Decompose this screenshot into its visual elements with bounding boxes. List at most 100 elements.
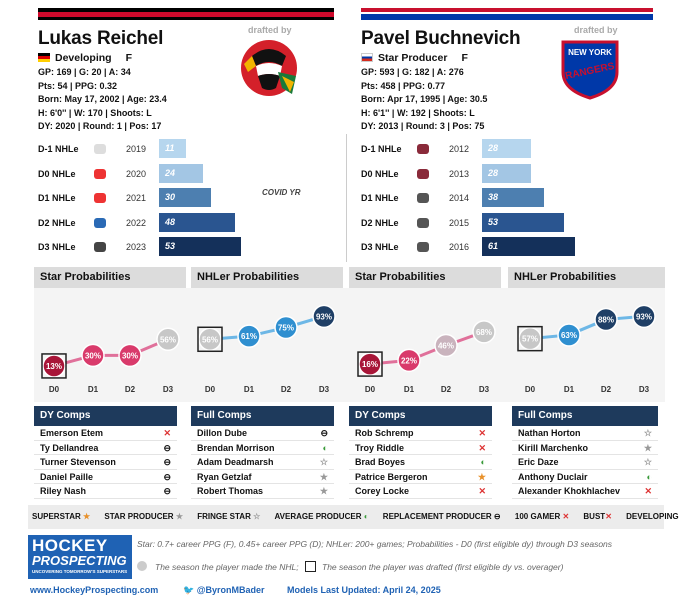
nhle-bar: 53: [482, 212, 565, 232]
prob-x-label: D0: [49, 385, 60, 394]
comp-row: Anthony Duclair ◐: [512, 470, 658, 484]
nhle-row: D2 NHLe 2022 48: [38, 212, 338, 234]
nhle-row: D-1 NHLe 2019 11: [38, 138, 338, 160]
nhle-year: 2014: [449, 193, 470, 203]
nhle-season-label: D-1 NHLe: [38, 144, 79, 154]
left-stats: GP: 169 | G: 20 | A: 34 Pts: 54 | PPG: 0.…: [38, 67, 167, 131]
comp-player-name: Ty Dellandrea: [40, 442, 99, 453]
nhle-year: 2013: [449, 168, 470, 179]
center-divider: [346, 134, 347, 262]
nhle-bar: 28: [482, 139, 532, 158]
legend-replacement-producer: REPLACEMENT PRODUCER ⊖: [382, 512, 501, 521]
right-dy-comps-title: DY Comps: [349, 406, 492, 426]
nhle-season-label: D2 NHLe: [38, 217, 76, 228]
prob-point: [434, 333, 458, 358]
prob-point: [518, 326, 542, 351]
prob-x-label: D3: [163, 385, 174, 394]
comp-row: Alexander Khokhlachev ✕: [512, 484, 658, 499]
nhle-bar: 30: [159, 188, 211, 207]
archetype-icon: ★: [319, 471, 328, 482]
nhle-row: D1 NHLe 2021 30: [38, 187, 338, 209]
prob-point-label: 93%: [636, 312, 652, 321]
nhle-year: 2020: [126, 168, 147, 179]
league-logo-icon: [94, 217, 106, 228]
nhle-season-label: D1 NHLe: [361, 193, 399, 203]
prob-x-label: D2: [601, 385, 612, 394]
archetype-icon: ⊖: [163, 471, 171, 482]
prob-x-label: D0: [205, 385, 216, 394]
prob-point: [632, 304, 656, 329]
prob-charts-bg: [34, 288, 665, 402]
comp-player-name: Daniel Paille: [40, 471, 94, 482]
archetype-icon: ☆: [319, 457, 328, 467]
comp-row: Robert Thomas ★: [191, 484, 334, 499]
prob-point-label: 68%: [476, 328, 492, 337]
nhle-year: 2016: [449, 242, 470, 252]
left-nhl-prob-title: NHLer Probabilities: [191, 267, 343, 288]
archetype-legend: SUPERSTAR ★ STAR PRODUCER ★ FRINGE STAR …: [28, 505, 679, 529]
comp-player-name: Brad Boyes: [355, 457, 406, 467]
right-player-name: Pavel Buchnevich: [361, 28, 521, 49]
comp-player-name: Emerson Etem: [40, 428, 104, 438]
draft-season-marker: [41, 353, 67, 379]
comp-player-name: Dillon Dube: [197, 428, 247, 438]
prob-x-label: D1: [88, 385, 99, 394]
prob-point: [472, 320, 496, 344]
nhle-row: D3 NHLe 2023 53: [38, 236, 338, 258]
nhle-year: 2019: [126, 144, 147, 154]
comp-row: Ryan Getzlaf ★: [191, 470, 334, 484]
legend-star-producer: STAR PRODUCER ★: [104, 512, 183, 521]
prob-point-label: 63%: [561, 331, 577, 340]
comp-row: Patrice Bergeron ★: [349, 470, 492, 484]
nhle-year: 2022: [126, 217, 147, 228]
archetype-icon: ⊖: [163, 457, 171, 467]
archetype-icon: ⊖: [163, 442, 171, 453]
left-player-name: Lukas Reichel: [38, 28, 164, 49]
archetype-icon: ◐: [646, 471, 652, 482]
comp-player-name: Adam Deadmarsh: [197, 457, 274, 467]
left-nhle-chart: D-1 NHLe 2019 11 D0 NHLe 2020 24 D1 NHLe 2021 30…: [38, 138, 338, 262]
twitter-handle[interactable]: 🐦 @ByronMBader: [183, 585, 265, 595]
nhle-bar: 28: [482, 163, 532, 183]
prob-point: [274, 315, 298, 340]
legend-fringe-star: FRINGE STAR ☆: [197, 512, 261, 521]
prob-point: [358, 352, 382, 376]
prob-point: [198, 327, 222, 352]
nhle-year: 2023: [126, 242, 147, 252]
nhle-row: D1 NHLe 2014 38: [361, 187, 661, 209]
league-logo-icon: [417, 193, 429, 203]
prob-point-label: 75%: [278, 324, 294, 333]
league-logo-icon: [94, 168, 106, 179]
prob-point: [118, 343, 142, 368]
prob-x-label: D0: [525, 385, 536, 394]
comp-row: Rob Schremp ✕: [349, 426, 492, 441]
right-team-stripe: [361, 8, 653, 20]
comp-player-name: Brendan Morrison: [197, 442, 275, 453]
hockey-prospecting-logo: HOCKEY PROSPECTING UNCOVERING TOMORROW'S…: [28, 535, 132, 579]
prob-point-label: 46%: [438, 341, 454, 350]
comp-row: Nathan Horton ☆: [512, 426, 658, 441]
comp-row: Adam Deadmarsh ☆: [191, 455, 334, 470]
comp-player-name: Patrice Bergeron: [355, 471, 428, 482]
nhle-season-label: D-1 NHLe: [361, 144, 402, 154]
league-logo-icon: [417, 217, 429, 228]
archetype-icon: ✕: [163, 428, 171, 438]
website-link[interactable]: www.HockeyProspecting.com: [30, 585, 159, 595]
nhle-row: D2 NHLe 2015 53: [361, 212, 661, 234]
nhle-season-label: D3 NHLe: [38, 242, 76, 252]
archetype-icon: ✕: [478, 428, 486, 438]
prob-x-label: D2: [281, 385, 292, 394]
prob-x-label: D3: [479, 385, 490, 394]
prob-x-label: D2: [125, 385, 136, 394]
comp-player-name: Rob Schremp: [355, 428, 414, 438]
nhle-row: D0 NHLe 2020 24: [38, 163, 338, 185]
prob-point: [237, 324, 261, 348]
nhle-bar: 61: [482, 237, 575, 256]
russia-flag-icon: [361, 53, 373, 62]
right-nhl-prob-title: NHLer Probabilities: [508, 267, 665, 288]
comp-row: Eric Daze ☆: [512, 455, 658, 470]
nhle-row: D0 NHLe 2013 28: [361, 163, 661, 185]
nhle-year: 2015: [449, 217, 470, 228]
comp-player-name: Corey Locke: [355, 486, 410, 496]
probability-charts: 13% D0 30% D1 30% D2 56% D3 56% D0 61% D1 75% D2 93% D3…: [41, 304, 656, 394]
